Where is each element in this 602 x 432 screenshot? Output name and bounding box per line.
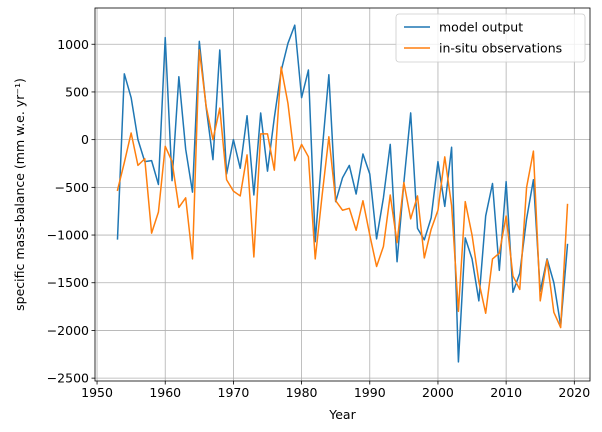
y-tick-label: 500 bbox=[65, 84, 89, 99]
x-tick-label: 1950 bbox=[81, 385, 113, 400]
x-tick-label: 2020 bbox=[558, 385, 590, 400]
x-tick-label: 1960 bbox=[149, 385, 181, 400]
y-axis: −2500 −2000 −1500 −1000 −500 0 500 1000 bbox=[47, 37, 95, 386]
x-tick-label: 1980 bbox=[286, 385, 318, 400]
x-tick-label: 1970 bbox=[218, 385, 250, 400]
grid bbox=[95, 8, 590, 381]
legend-box bbox=[395, 13, 586, 63]
y-axis-label: specific mass-balance (mm w.e. yr⁻¹) bbox=[12, 78, 27, 311]
y-tick-label: −1500 bbox=[47, 275, 89, 290]
y-tick-label: −2000 bbox=[47, 323, 89, 338]
series-line-in-situ-observations bbox=[116, 49, 569, 329]
plot-area-frame bbox=[94, 7, 591, 382]
legend-label: model output bbox=[439, 20, 523, 35]
y-axis-label-text: specific mass-balance (mm w.e. yr⁻¹) bbox=[12, 78, 27, 311]
y-tick-label: −1000 bbox=[47, 228, 89, 243]
x-tick-label: 1990 bbox=[354, 385, 386, 400]
series-layer bbox=[116, 24, 569, 363]
x-axis-label: Year bbox=[328, 407, 356, 422]
series-line-model-output bbox=[116, 24, 569, 363]
y-tick-label: 0 bbox=[81, 132, 89, 147]
x-axis: 1950 1960 1970 1980 1990 2000 2010 2020 bbox=[81, 381, 590, 400]
legend-label: in-situ observations bbox=[439, 41, 562, 56]
x-tick-label: 2010 bbox=[490, 385, 522, 400]
x-tick-label: 2000 bbox=[422, 385, 454, 400]
y-tick-label: −2500 bbox=[47, 371, 89, 386]
y-tick-label: 1000 bbox=[57, 37, 89, 52]
y-tick-label: −500 bbox=[55, 180, 89, 195]
legend: model output in-situ observations bbox=[395, 13, 586, 63]
